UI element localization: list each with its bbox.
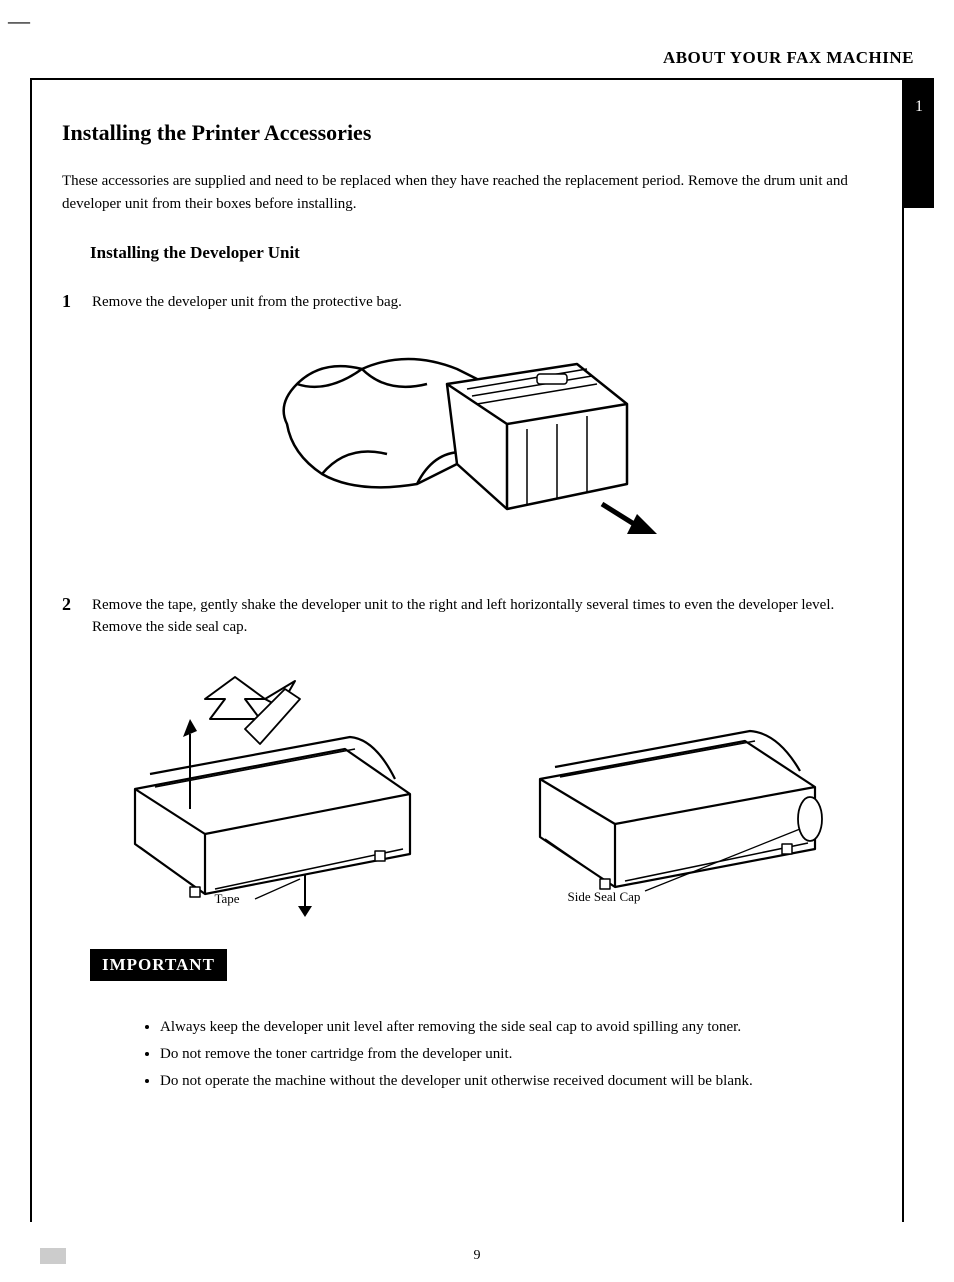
content-frame: Installing the Printer Accessories These… [30, 78, 904, 1222]
step-number: 2 [62, 594, 92, 615]
step-1: 1 Remove the developer unit from the pro… [62, 291, 872, 314]
step-2: 2 Remove the tape, gently shake the deve… [62, 594, 872, 639]
label-tape: Tape [215, 891, 240, 907]
step-text: Remove the developer unit from the prote… [92, 291, 402, 314]
main-heading: Installing the Printer Accessories [62, 120, 872, 146]
important-bullet: Do not operate the machine without the d… [160, 1068, 872, 1095]
important-section: IMPORTANT Always keep the developer unit… [62, 949, 872, 1095]
illustration-side-seal-cap: Side Seal Cap [500, 659, 840, 919]
page-number: 9 [0, 1248, 954, 1264]
important-badge: IMPORTANT [90, 949, 227, 981]
label-side-seal-cap: Side Seal Cap [568, 889, 641, 905]
scan-artifact [40, 1248, 66, 1264]
sub-heading: Installing the Developer Unit [90, 243, 872, 263]
illustration-bag-removal [267, 334, 667, 554]
step-number: 1 [62, 291, 92, 312]
illustration-row: Tape [62, 659, 872, 919]
important-bullet: Always keep the developer unit level aft… [160, 1014, 872, 1041]
step-text: Remove the tape, gently shake the develo… [92, 594, 872, 639]
section-header: ABOUT YOUR FAX MACHINE [663, 48, 914, 68]
illustration-tape-shake: Tape [95, 659, 435, 919]
document-page: — ABOUT YOUR FAX MACHINE 1 Installing th… [0, 0, 954, 1282]
chapter-number: 1 [915, 98, 923, 115]
chapter-tab: 1 [904, 78, 934, 208]
important-bullet-list: Always keep the developer unit level aft… [102, 1014, 872, 1095]
intro-paragraph: These accessories are supplied and need … [62, 170, 872, 215]
scan-corner-mark: — [8, 8, 30, 34]
important-bullet: Do not remove the toner cartridge from t… [160, 1041, 872, 1068]
